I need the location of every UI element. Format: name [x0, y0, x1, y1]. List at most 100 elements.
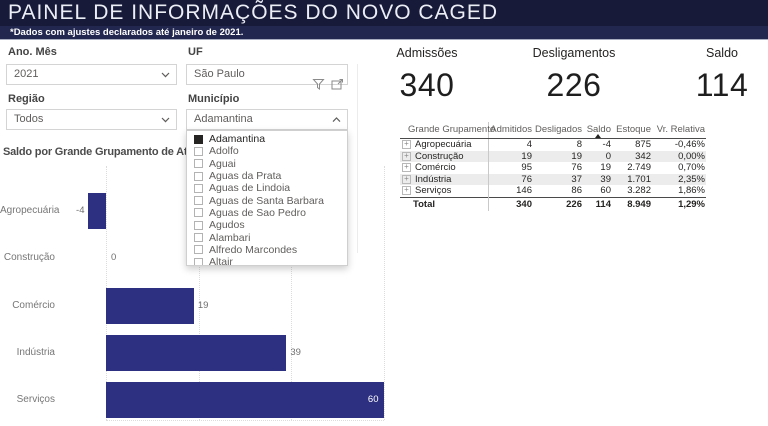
bar-Indústria[interactable]: [106, 334, 287, 371]
municipio-label: Município: [188, 93, 240, 105]
checkbox-icon[interactable]: [194, 208, 203, 218]
municipio-option[interactable]: Alambari: [187, 231, 347, 244]
saldo-bar-chart: Agropecuária -4 Construção 0 Comércio 19 Indús…: [0, 166, 392, 424]
table-row[interactable]: + Agropecuária 4 8 -4 875 -0,46%: [400, 138, 706, 151]
municipio-dropdown[interactable]: Adamantina: [186, 109, 348, 130]
municipio-option[interactable]: Adamantina: [187, 133, 347, 145]
checkbox-checked-icon[interactable]: [194, 134, 203, 144]
col-grande-grupamento[interactable]: Grande Grupamento: [400, 122, 495, 139]
table-total-row: Total 340 226 114 8.949 1,29%: [400, 196, 706, 211]
table-row[interactable]: + Construção 19 19 0 342 0,00%: [400, 150, 706, 163]
value-cell: 76: [571, 162, 582, 174]
col-estoque[interactable]: Estoque: [612, 122, 652, 139]
municipio-option[interactable]: Aguas da Prata: [187, 170, 347, 182]
table-header-row: Grande Grupamento Admitidos Desligados S…: [400, 122, 706, 139]
regiao-value: Todos: [14, 113, 44, 125]
municipio-option-label: Aguas de Lindoia: [209, 182, 291, 195]
value-cell: 95: [521, 162, 532, 174]
checkbox-icon[interactable]: [194, 196, 203, 206]
value-cell: 146: [516, 185, 532, 197]
total-value-cell: 114: [583, 196, 612, 211]
value-cell: 8: [576, 139, 582, 150]
municipio-option[interactable]: Alfredo Marcondes: [187, 244, 347, 256]
ano-mes-dropdown[interactable]: 2021: [6, 64, 177, 85]
checkbox-icon[interactable]: [194, 146, 203, 156]
municipio-option[interactable]: Aguas de Santa Barbara: [187, 194, 347, 207]
expand-row-icon[interactable]: +: [402, 186, 411, 196]
municipio-option-label: Alambari: [209, 231, 251, 244]
municipio-option[interactable]: Aguai: [187, 158, 347, 170]
expand-row-icon[interactable]: +: [402, 151, 411, 161]
panel-divider: [357, 64, 358, 253]
value-cell: -0,46%: [674, 139, 705, 150]
value-cell: 86: [571, 185, 582, 197]
regiao-label: Região: [8, 93, 45, 105]
page-title: PAINEL DE INFORMAÇÕES DO NOVO CAGED: [8, 1, 499, 24]
municipio-option-label: Adamantina: [209, 133, 266, 146]
value-cell: 1.701: [627, 173, 651, 185]
checkbox-icon[interactable]: [194, 183, 203, 193]
value-cell: 60: [600, 185, 611, 197]
col-desligados[interactable]: Desligados: [533, 122, 583, 139]
row-label: Comércio: [415, 162, 456, 174]
bar-value-label: 19: [197, 299, 209, 311]
kpi-saldo: Saldo 114: [674, 46, 768, 104]
bar-Comércio[interactable]: [106, 287, 194, 324]
table-row[interactable]: + Comércio 95 76 19 2.749 0,70%: [400, 162, 706, 174]
value-cell: 342: [635, 150, 651, 162]
municipio-value: Adamantina: [194, 113, 253, 125]
header-subtitle-band: *Dados com ajustes declarados até janeir…: [0, 26, 768, 40]
uf-hover-icons: [312, 74, 348, 92]
table-row[interactable]: + Indústria 76 37 39 1.701 2,35%: [400, 173, 706, 186]
chevron-up-icon[interactable]: [332, 117, 341, 123]
regiao-dropdown[interactable]: Todos: [6, 109, 177, 130]
value-cell: 0,70%: [678, 162, 705, 174]
checkbox-icon[interactable]: [194, 257, 203, 265]
expand-row-icon[interactable]: +: [402, 140, 411, 149]
municipio-option[interactable]: Adolfo: [187, 145, 347, 157]
bar-Serviços[interactable]: [106, 382, 384, 418]
chart-title: Saldo por Grande Grupamento de Ativ: [3, 146, 197, 158]
focus-mode-icon[interactable]: [331, 78, 344, 91]
row-label: Indústria: [415, 173, 452, 185]
category-label: Construção: [3, 252, 55, 264]
municipio-option[interactable]: Altair: [187, 256, 347, 265]
col-vr-relativa[interactable]: Vr. Relativa: [652, 122, 706, 139]
municipio-option-label: Agudos: [209, 219, 245, 232]
chevron-down-icon[interactable]: [161, 72, 170, 78]
checkbox-icon[interactable]: [194, 159, 203, 169]
municipio-option-list: Adamantina Adolfo Aguai Aguas da Prata Aguas…: [186, 130, 348, 266]
value-cell: 39: [600, 173, 611, 185]
expand-row-icon[interactable]: +: [402, 163, 411, 173]
col-saldo[interactable]: Saldo: [583, 122, 612, 139]
value-cell: 19: [600, 162, 611, 174]
municipio-option[interactable]: Aguas de Lindoia: [187, 182, 347, 194]
checkbox-icon[interactable]: [194, 220, 203, 230]
municipio-option-label: Aguas de Santa Barbara: [209, 194, 324, 207]
bar-Agropecuária[interactable]: [87, 193, 106, 229]
kpi-desligamentos-value: 226: [546, 67, 602, 103]
value-cell: 0,00%: [678, 150, 705, 162]
value-cell: 37: [571, 173, 582, 185]
checkbox-icon[interactable]: [194, 171, 203, 181]
chevron-down-icon[interactable]: [161, 117, 170, 123]
table-row[interactable]: + Serviços 146 86 60 3.282 1,86%: [400, 185, 706, 198]
col-admitidos[interactable]: Admitidos: [488, 122, 533, 139]
row-label: Agropecuária: [415, 139, 472, 150]
filter-funnel-icon[interactable]: [312, 77, 325, 91]
municipio-option-label: Aguas da Prata: [209, 170, 282, 183]
row-label-cell: + Comércio: [400, 162, 489, 174]
kpi-admissoes: Admissões 340: [379, 46, 475, 104]
checkbox-icon[interactable]: [194, 245, 203, 255]
category-label: Serviços: [16, 394, 55, 405]
ano-mes-label: Ano. Mês: [8, 46, 57, 58]
expand-row-icon[interactable]: +: [402, 174, 411, 184]
municipio-option[interactable]: Agudos: [187, 219, 347, 231]
category-label: Comércio: [12, 299, 55, 311]
bar-value-label: 39: [290, 346, 301, 358]
municipio-option[interactable]: Aguas de Sao Pedro: [187, 207, 347, 219]
uf-dropdown[interactable]: São Paulo: [186, 64, 348, 85]
value-cell: 1,86%: [678, 185, 705, 197]
total-value-cell: 1,29%: [652, 196, 706, 211]
checkbox-icon[interactable]: [194, 233, 203, 243]
